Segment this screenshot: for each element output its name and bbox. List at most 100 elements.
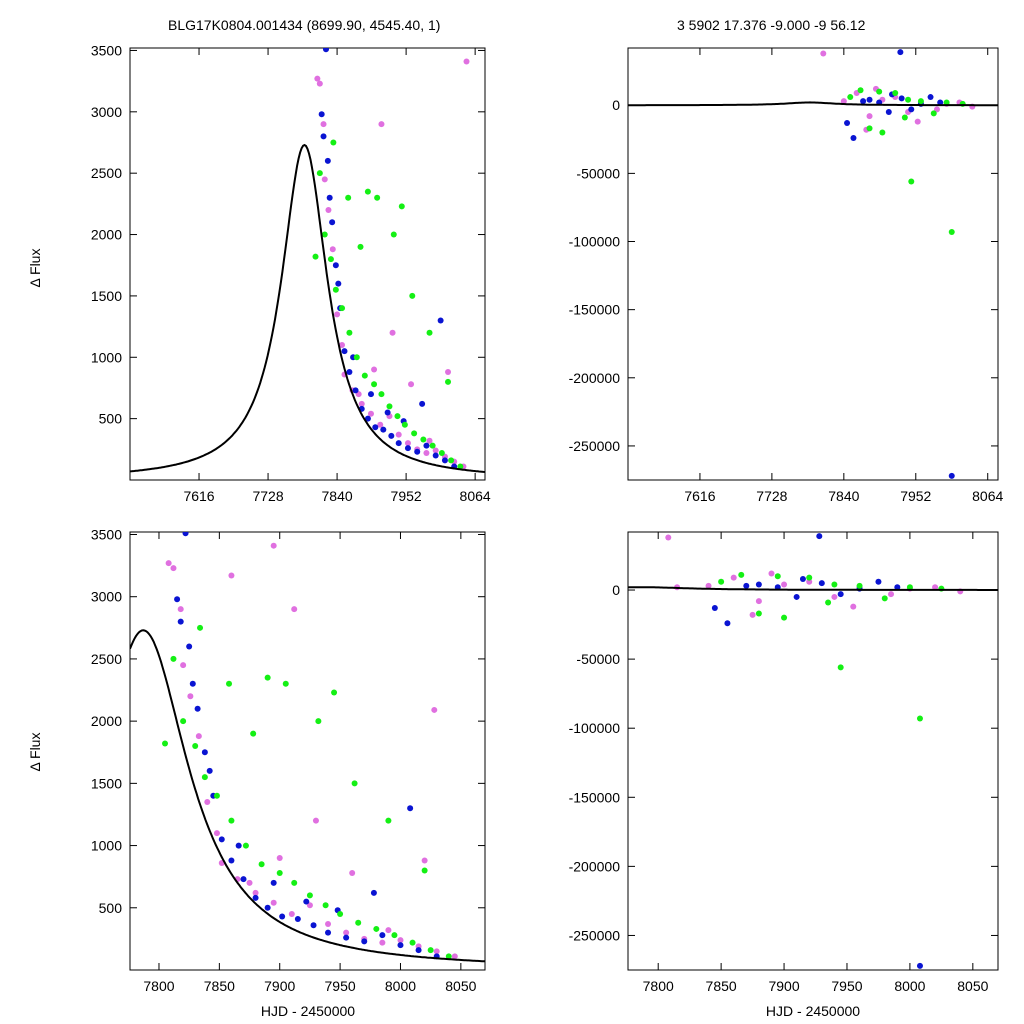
y-tick-label: 1500 xyxy=(91,775,122,791)
model-curve xyxy=(130,143,485,473)
blue-data-point xyxy=(395,440,402,447)
green-data-point xyxy=(438,450,445,456)
xlabel-bottom-right: HJD - 2450000 xyxy=(766,1003,860,1019)
green-data-point xyxy=(201,774,208,781)
pink-data-point xyxy=(180,662,187,669)
pink-data-point xyxy=(397,937,404,944)
y-tick-label: -200000 xyxy=(569,858,621,874)
y-tick-label: 0 xyxy=(612,97,620,113)
pink-data-point xyxy=(831,593,838,600)
pink-data-point xyxy=(204,799,211,806)
y-tick-label: -150000 xyxy=(569,789,621,805)
data-points xyxy=(312,48,470,470)
blue-data-point xyxy=(201,749,208,756)
pink-data-point xyxy=(705,582,712,589)
blue-data-point xyxy=(384,409,391,416)
y-tick-label: -100000 xyxy=(569,234,621,250)
pink-data-point xyxy=(177,606,184,613)
green-data-point xyxy=(353,354,360,361)
blue-data-point xyxy=(404,445,411,452)
model-curve xyxy=(130,629,485,963)
pink-data-point xyxy=(314,75,321,82)
green-data-point xyxy=(337,911,344,918)
green-data-point xyxy=(250,730,257,737)
panel-top-left: 7616 7728 7840 7952 8064 500 1000 1500 2000 2500 3… xyxy=(91,42,491,504)
blue-data-point xyxy=(414,448,421,455)
blue-data-point xyxy=(279,913,286,920)
blue-data-point xyxy=(948,472,955,479)
blue-data-point xyxy=(294,915,301,922)
blue-data-point xyxy=(326,194,333,201)
y-tick-label: 3500 xyxy=(91,526,122,542)
blue-data-point xyxy=(743,582,750,589)
green-data-point xyxy=(879,129,886,136)
pink-data-point xyxy=(165,560,172,567)
pink-data-point xyxy=(246,879,253,886)
green-data-point xyxy=(445,953,452,960)
blue-data-point xyxy=(844,119,851,126)
pink-data-point xyxy=(329,246,336,253)
green-data-point xyxy=(806,574,813,581)
blue-data-point xyxy=(860,98,867,105)
pink-data-point xyxy=(377,421,384,428)
blue-data-point xyxy=(218,836,225,843)
green-data-point xyxy=(856,582,863,589)
y-tick-label: 0 xyxy=(612,582,620,598)
green-data-point xyxy=(943,99,950,106)
green-data-point xyxy=(331,689,338,696)
pink-data-point xyxy=(395,431,402,438)
pink-data-point xyxy=(228,572,235,579)
blue-data-point xyxy=(898,95,905,102)
header-left: BLG17K0804.001434 (8699.90, 4545.40, 1) xyxy=(168,17,440,33)
blue-data-point xyxy=(341,348,348,355)
green-data-point xyxy=(316,170,323,177)
pink-data-point xyxy=(270,899,277,906)
green-data-point xyxy=(312,253,319,260)
plot-frame xyxy=(129,531,486,971)
green-data-point xyxy=(930,110,937,117)
pink-data-point xyxy=(339,342,346,348)
blue-data-point xyxy=(407,805,414,812)
green-data-point xyxy=(948,228,955,235)
blue-data-point xyxy=(335,280,342,287)
y-tick-label: 500 xyxy=(99,900,123,916)
pink-data-point xyxy=(252,889,259,896)
header-right: 3 5902 17.376 -9.000 -9 56.12 xyxy=(677,17,866,33)
pink-data-point xyxy=(195,733,202,740)
green-data-point xyxy=(892,89,899,96)
green-data-point xyxy=(718,578,725,585)
x-tick-label: 7840 xyxy=(828,488,859,504)
pink-data-point xyxy=(932,584,939,591)
blue-data-point xyxy=(325,929,332,936)
blue-data-point xyxy=(189,680,196,687)
green-data-point xyxy=(409,939,416,946)
y-tick-label: -250000 xyxy=(569,438,621,454)
blue-data-point xyxy=(320,133,327,140)
green-data-point xyxy=(197,624,204,631)
blue-data-point xyxy=(793,593,800,600)
blue-data-point xyxy=(897,49,904,56)
green-data-point xyxy=(908,178,915,185)
blue-data-point xyxy=(206,767,213,774)
pink-data-point xyxy=(379,939,386,946)
pink-data-point xyxy=(312,817,319,824)
pink-data-point xyxy=(389,329,396,336)
green-data-point xyxy=(385,817,392,824)
green-data-point xyxy=(394,413,401,420)
y-tick-label: 3500 xyxy=(91,42,122,58)
x-tick-label: 8064 xyxy=(460,488,491,504)
pink-data-point xyxy=(378,121,385,128)
pink-data-point xyxy=(840,98,847,105)
blue-data-point xyxy=(875,578,882,585)
pink-data-point xyxy=(888,591,895,598)
blue-data-point xyxy=(441,457,448,464)
blue-data-point xyxy=(343,934,350,941)
pink-data-point xyxy=(306,902,313,909)
blue-data-point xyxy=(818,580,825,587)
y-tick-label: 1500 xyxy=(91,288,122,304)
x-tick-label: 7616 xyxy=(684,488,715,504)
blue-data-point xyxy=(367,391,374,398)
blue-data-point xyxy=(837,591,844,598)
y-tick-label: 1000 xyxy=(91,838,122,854)
pink-data-point xyxy=(276,855,283,862)
